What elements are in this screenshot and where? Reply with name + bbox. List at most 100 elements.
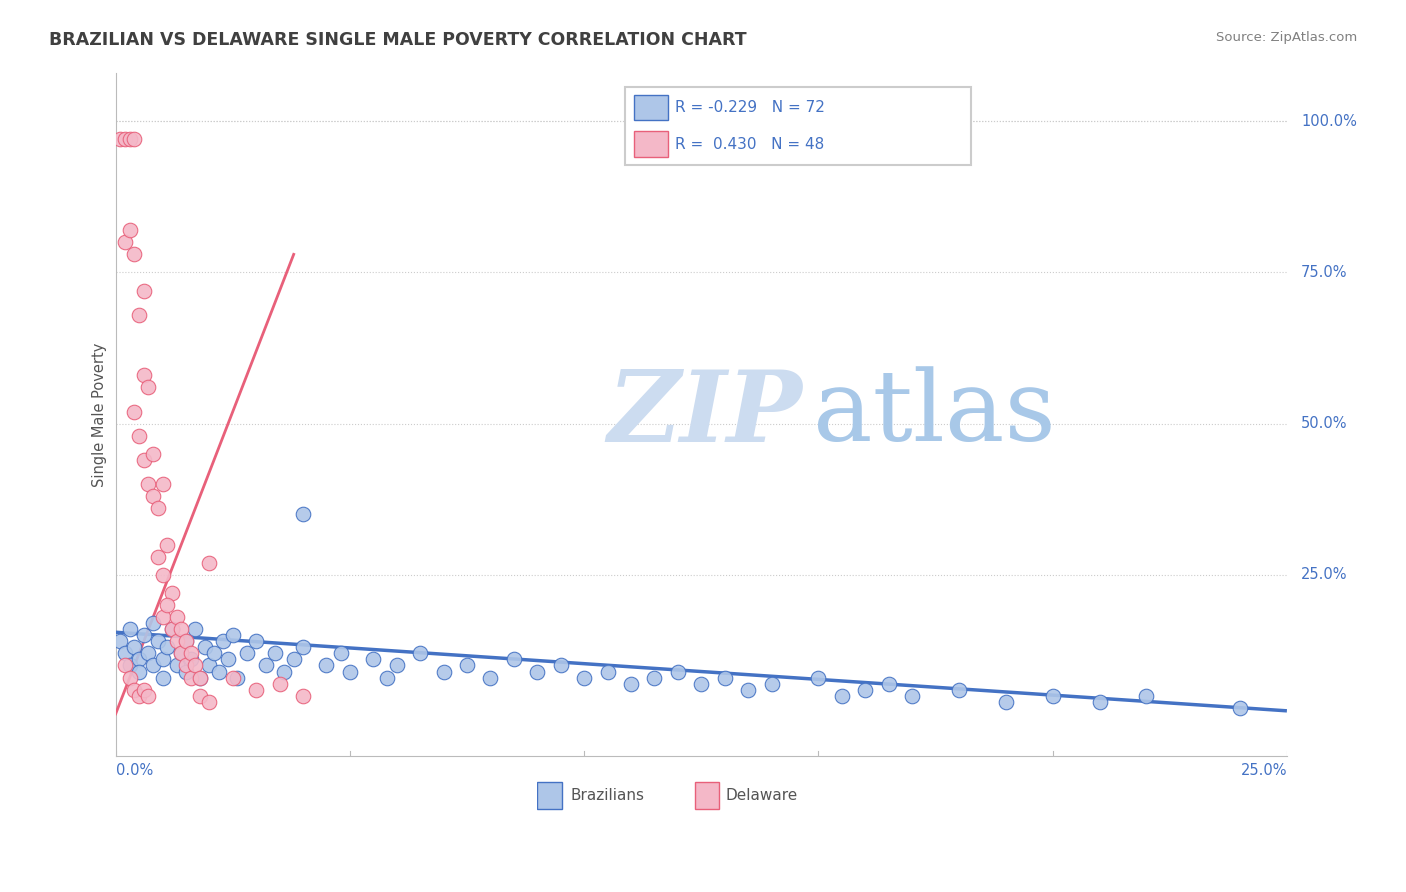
Point	[166, 658, 188, 673]
Text: ZIP: ZIP	[607, 367, 803, 463]
Point	[409, 647, 432, 661]
Point	[118, 223, 141, 237]
Point	[283, 652, 305, 666]
Point	[264, 647, 287, 661]
Point	[901, 689, 924, 703]
Point	[188, 671, 211, 685]
Point	[184, 622, 207, 636]
Point	[1229, 701, 1251, 715]
Point	[254, 658, 277, 673]
Point	[690, 676, 713, 690]
Point	[152, 477, 174, 491]
Point	[124, 682, 146, 697]
Point	[188, 671, 211, 685]
Point	[160, 622, 183, 636]
Point	[124, 132, 146, 146]
Point	[245, 682, 267, 697]
Point	[1135, 689, 1157, 703]
Text: BRAZILIAN VS DELAWARE SINGLE MALE POVERTY CORRELATION CHART: BRAZILIAN VS DELAWARE SINGLE MALE POVERT…	[49, 31, 747, 49]
Text: Source: ZipAtlas.com: Source: ZipAtlas.com	[1216, 31, 1357, 45]
Point	[132, 628, 155, 642]
Point	[222, 628, 245, 642]
Point	[132, 368, 155, 383]
Point	[329, 647, 352, 661]
Point	[118, 658, 141, 673]
Point	[194, 640, 217, 655]
Point	[222, 671, 245, 685]
Point	[198, 658, 221, 673]
Point	[152, 610, 174, 624]
Point	[138, 477, 160, 491]
Point	[174, 634, 197, 648]
Point	[110, 132, 132, 146]
Point	[174, 634, 197, 648]
Point	[479, 671, 502, 685]
Point	[550, 658, 572, 673]
Point	[994, 695, 1017, 709]
Point	[114, 132, 136, 146]
Point	[245, 634, 267, 648]
Text: 25.0%: 25.0%	[1301, 567, 1347, 582]
Text: atlas: atlas	[813, 367, 1056, 462]
Point	[202, 647, 225, 661]
Point	[128, 689, 150, 703]
Point	[174, 665, 197, 679]
Text: 100.0%: 100.0%	[1301, 114, 1357, 128]
Point	[831, 689, 853, 703]
Point	[572, 671, 595, 685]
Point	[236, 647, 259, 661]
Point	[114, 658, 136, 673]
Point	[526, 665, 548, 679]
Point	[160, 622, 183, 636]
Point	[114, 235, 136, 250]
Point	[146, 501, 169, 516]
Point	[208, 665, 231, 679]
Point	[620, 676, 643, 690]
Point	[1088, 695, 1111, 709]
Point	[156, 598, 179, 612]
Point	[128, 308, 150, 322]
Point	[118, 132, 141, 146]
Point	[118, 671, 141, 685]
Point	[142, 447, 165, 461]
Point	[807, 671, 830, 685]
Point	[124, 404, 146, 418]
Point	[146, 634, 169, 648]
Y-axis label: Single Male Poverty: Single Male Poverty	[93, 343, 107, 487]
Point	[596, 665, 619, 679]
Point	[132, 284, 155, 298]
Point	[142, 489, 165, 503]
Point	[198, 695, 221, 709]
Point	[385, 658, 408, 673]
Point	[146, 549, 169, 564]
Point	[198, 556, 221, 570]
Text: 50.0%: 50.0%	[1301, 417, 1347, 431]
Point	[142, 616, 165, 631]
Point	[180, 647, 202, 661]
Point	[184, 658, 207, 673]
Text: 0.0%: 0.0%	[115, 764, 153, 779]
Point	[166, 610, 188, 624]
Point	[315, 658, 337, 673]
Point	[166, 634, 188, 648]
Point	[456, 658, 478, 673]
Point	[156, 640, 179, 655]
Point	[948, 682, 970, 697]
Point	[152, 567, 174, 582]
Point	[160, 586, 183, 600]
Point	[110, 634, 132, 648]
Point	[339, 665, 361, 679]
Text: 75.0%: 75.0%	[1301, 265, 1347, 280]
Point	[433, 665, 456, 679]
Point	[853, 682, 876, 697]
Point	[273, 665, 295, 679]
Point	[118, 622, 141, 636]
Point	[217, 652, 239, 666]
Point	[152, 671, 174, 685]
Point	[1042, 689, 1064, 703]
Point	[174, 658, 197, 673]
Point	[188, 689, 211, 703]
Point	[643, 671, 665, 685]
Point	[170, 647, 193, 661]
Point	[124, 640, 146, 655]
